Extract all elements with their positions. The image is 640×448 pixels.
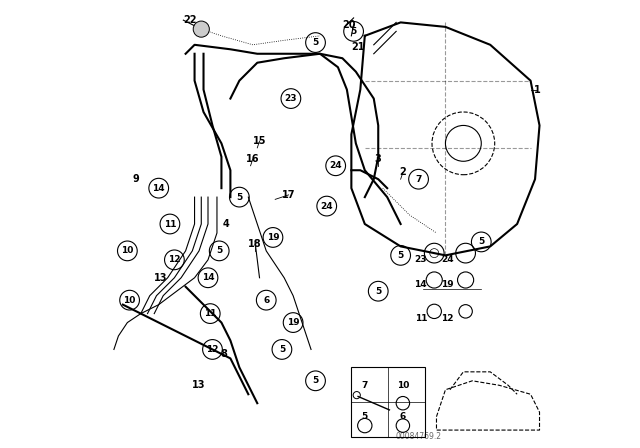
Text: 12: 12 — [206, 345, 219, 354]
Text: 11: 11 — [164, 220, 176, 228]
Text: 24: 24 — [442, 255, 454, 264]
Text: 5: 5 — [362, 412, 368, 421]
Text: 14: 14 — [152, 184, 165, 193]
Text: 5: 5 — [478, 237, 484, 246]
Text: 19: 19 — [267, 233, 279, 242]
Text: 20: 20 — [342, 20, 356, 30]
Text: 18: 18 — [248, 239, 262, 249]
Text: 19: 19 — [442, 280, 454, 289]
Text: 5: 5 — [216, 246, 222, 255]
Text: 14: 14 — [202, 273, 214, 282]
Text: 9: 9 — [133, 174, 140, 184]
Text: 24: 24 — [321, 202, 333, 211]
Text: 5: 5 — [312, 38, 319, 47]
Text: 13: 13 — [154, 273, 168, 283]
Circle shape — [193, 21, 209, 37]
Text: 19: 19 — [287, 318, 300, 327]
Text: 2: 2 — [399, 168, 406, 177]
Text: 10: 10 — [124, 296, 136, 305]
Text: 22: 22 — [183, 15, 197, 25]
Text: 11: 11 — [204, 309, 216, 318]
Text: 4: 4 — [223, 219, 229, 229]
Text: 14: 14 — [415, 280, 427, 289]
Text: 23: 23 — [285, 94, 297, 103]
Text: 7: 7 — [362, 381, 368, 390]
Text: 16: 16 — [246, 154, 260, 164]
Text: 5: 5 — [375, 287, 381, 296]
Text: 8: 8 — [220, 349, 227, 359]
Text: 17: 17 — [282, 190, 296, 200]
Text: 11: 11 — [415, 314, 427, 323]
Text: 21: 21 — [351, 42, 365, 52]
Text: 13: 13 — [192, 380, 206, 390]
Text: 00084769.2: 00084769.2 — [396, 432, 442, 441]
Text: 5: 5 — [351, 27, 356, 36]
Text: 10: 10 — [121, 246, 134, 255]
Text: 12: 12 — [168, 255, 180, 264]
Text: 15: 15 — [253, 136, 266, 146]
Text: 7: 7 — [415, 175, 422, 184]
Bar — [351, 367, 426, 437]
Text: 12: 12 — [442, 314, 454, 323]
Text: 5: 5 — [312, 376, 319, 385]
Text: 6: 6 — [263, 296, 269, 305]
Text: 24: 24 — [330, 161, 342, 170]
Text: 5: 5 — [236, 193, 243, 202]
Text: 10: 10 — [397, 381, 409, 390]
Text: 3: 3 — [375, 154, 381, 164]
Text: 5: 5 — [397, 251, 404, 260]
Text: 6: 6 — [400, 412, 406, 421]
Text: 1: 1 — [534, 85, 541, 95]
Text: 5: 5 — [279, 345, 285, 354]
Text: 23: 23 — [415, 255, 427, 264]
